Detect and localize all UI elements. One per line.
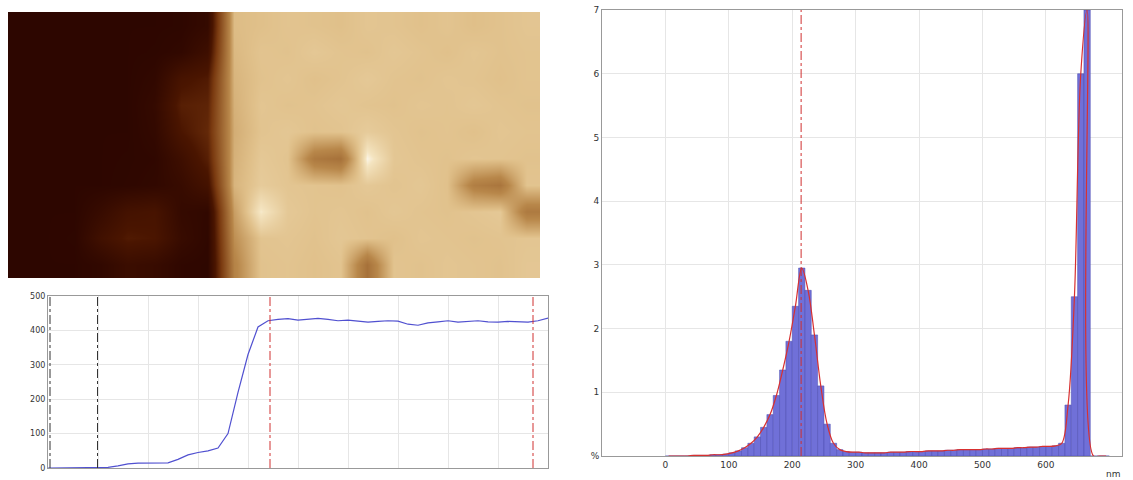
svg-text:100: 100	[720, 460, 737, 470]
svg-text:3: 3	[593, 260, 599, 270]
svg-text:200: 200	[784, 460, 801, 470]
svg-text:4: 4	[593, 196, 599, 206]
svg-text:nm: nm	[1106, 469, 1120, 478]
svg-text:5: 5	[593, 133, 599, 143]
svg-text:0: 0	[663, 460, 669, 470]
svg-text:0: 0	[40, 464, 45, 473]
svg-text:%: %	[591, 451, 600, 461]
svg-text:2: 2	[593, 324, 599, 334]
svg-text:200: 200	[30, 395, 45, 404]
svg-text:400: 400	[30, 326, 45, 335]
svg-text:100: 100	[30, 429, 45, 438]
svg-text:300: 300	[847, 460, 864, 470]
svg-text:600: 600	[1037, 460, 1054, 470]
svg-text:7: 7	[593, 5, 599, 15]
svg-text:500: 500	[30, 292, 45, 301]
svg-text:300: 300	[30, 361, 45, 370]
svg-text:500: 500	[974, 460, 991, 470]
svg-text:1: 1	[593, 387, 599, 397]
svg-text:6: 6	[593, 69, 599, 79]
svg-text:400: 400	[910, 460, 927, 470]
